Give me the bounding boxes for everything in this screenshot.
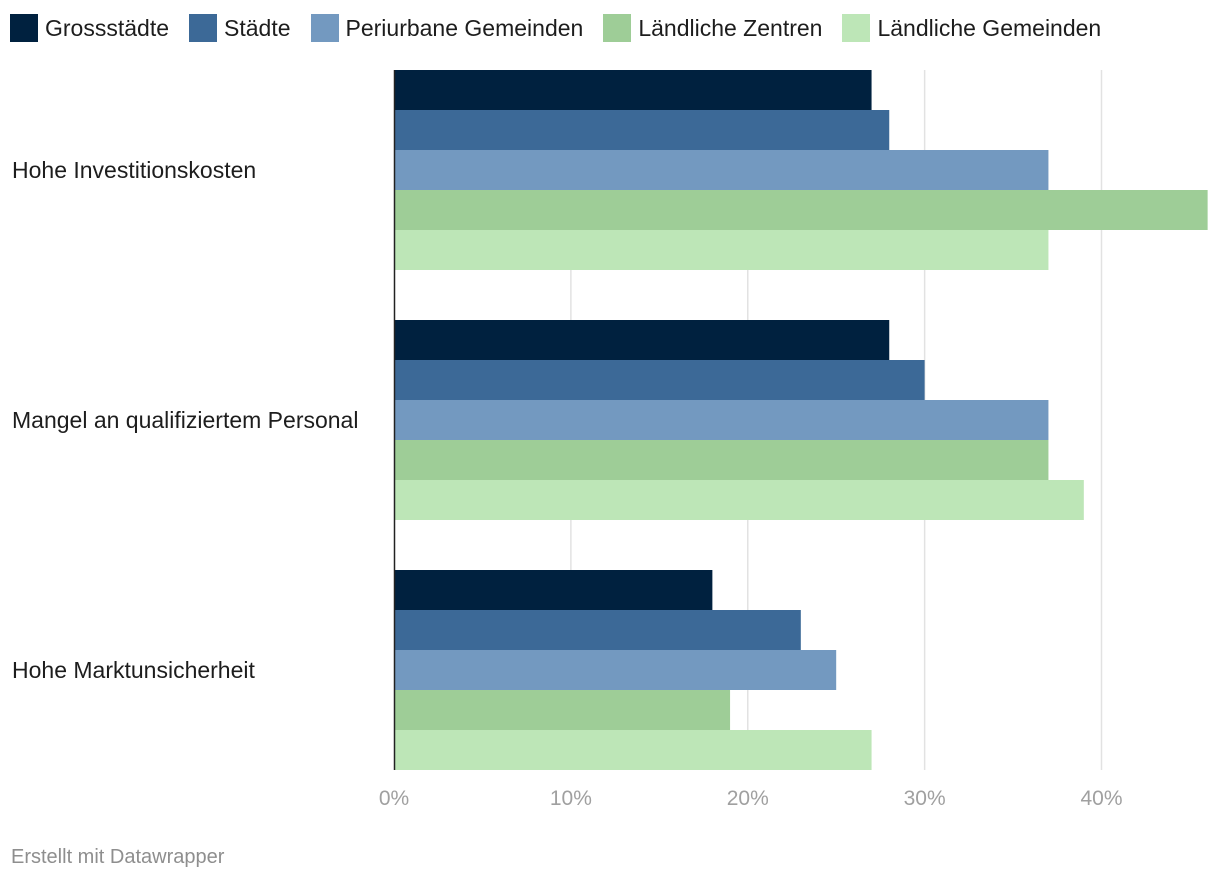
bar-staedte-0 — [394, 110, 890, 150]
category-label: Hohe Investitionskosten — [12, 157, 256, 183]
legend-label: Städte — [224, 14, 291, 41]
legend-label: Grossstädte — [45, 14, 169, 41]
legend-item-laendliche-gemeinden: Ländliche Gemeinden — [842, 14, 1101, 42]
bar-periurbane-gemeinden-0 — [394, 150, 1049, 190]
bar-staedte-2 — [394, 610, 801, 650]
legend-item-laendliche-zentren: Ländliche Zentren — [603, 14, 822, 42]
x-tick-label: 20% — [727, 787, 769, 810]
bar-grossstaedte-0 — [394, 70, 872, 110]
bar-periurbane-gemeinden-1 — [394, 400, 1049, 440]
chart-legend: Grossstädte Städte Periurbane Gemeinden Län… — [10, 12, 1121, 44]
legend-swatch — [603, 14, 632, 42]
bar-laendliche-gemeinden-2 — [394, 730, 872, 770]
legend-swatch — [10, 14, 38, 42]
bar-grossstaedte-1 — [394, 320, 890, 360]
footer-credit: Erstellt mit Datawrapper — [11, 846, 225, 868]
legend-item-periurbane-gemeinden: Periurbane Gemeinden — [310, 14, 584, 42]
bar-periurbane-gemeinden-2 — [394, 650, 837, 690]
legend-item-staedte: Städte — [189, 14, 291, 42]
bar-laendliche-zentren-1 — [394, 440, 1049, 480]
legend-swatch — [310, 14, 339, 42]
bar-laendliche-zentren-2 — [394, 690, 731, 730]
x-tick-label: 0% — [379, 787, 409, 810]
bar-laendliche-gemeinden-1 — [394, 480, 1084, 520]
bar-laendliche-gemeinden-0 — [394, 230, 1049, 270]
x-tick-label: 10% — [550, 787, 592, 810]
legend-label: Periurbane Gemeinden — [345, 14, 584, 41]
bar-grossstaedte-2 — [394, 570, 713, 610]
legend-label: Ländliche Gemeinden — [877, 14, 1102, 41]
legend-item-grossstaedte: Grossstädte — [10, 14, 169, 42]
legend-label: Ländliche Zentren — [638, 14, 823, 41]
bar-staedte-1 — [394, 360, 925, 400]
legend-swatch — [189, 14, 217, 42]
category-label: Mangel an qualifiziertem Personal — [12, 407, 358, 433]
bar-laendliche-zentren-0 — [394, 190, 1208, 230]
x-tick-label: 40% — [1080, 787, 1122, 810]
x-tick-label: 30% — [904, 787, 946, 810]
category-label: Hohe Marktunsicherheit — [12, 657, 256, 683]
legend-swatch — [842, 14, 871, 42]
